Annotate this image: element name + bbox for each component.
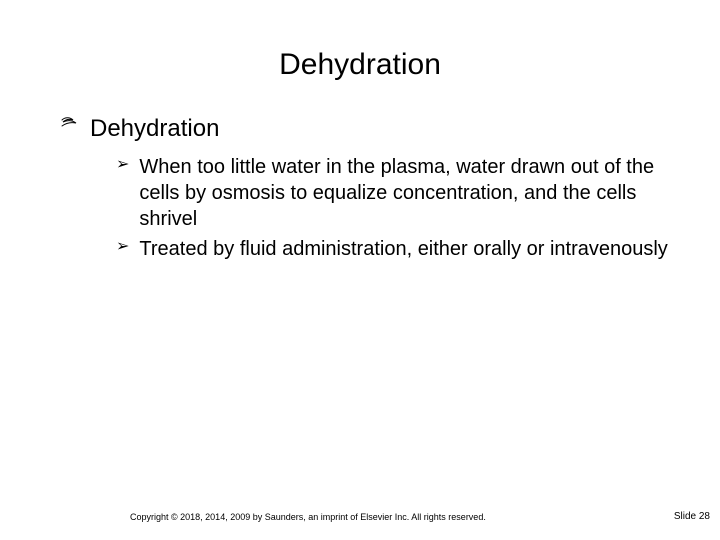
scribble-bullet-icon [60,114,78,138]
slide-title: Dehydration [0,0,720,114]
level2-text: Treated by fluid administration, either … [139,236,667,262]
arrow-bullet-icon: ➢ [116,236,129,258]
level2-text: When too little water in the plasma, wat… [139,154,670,232]
copyright-text: Copyright © 2018, 2014, 2009 by Saunders… [130,512,486,522]
level1-text: Dehydration [90,114,219,144]
bullet-level2: ➢ Treated by fluid administration, eithe… [60,236,670,262]
slide-content: Dehydration ➢ When too little water in t… [0,114,720,262]
slide-footer: Copyright © 2018, 2014, 2009 by Saunders… [0,511,720,522]
slide: Dehydration Dehydration ➢ When too littl… [0,0,720,540]
slide-number: Slide 28 [674,511,710,522]
bullet-level2: ➢ When too little water in the plasma, w… [60,154,670,232]
bullet-level1: Dehydration [60,114,670,144]
arrow-bullet-icon: ➢ [116,154,129,176]
